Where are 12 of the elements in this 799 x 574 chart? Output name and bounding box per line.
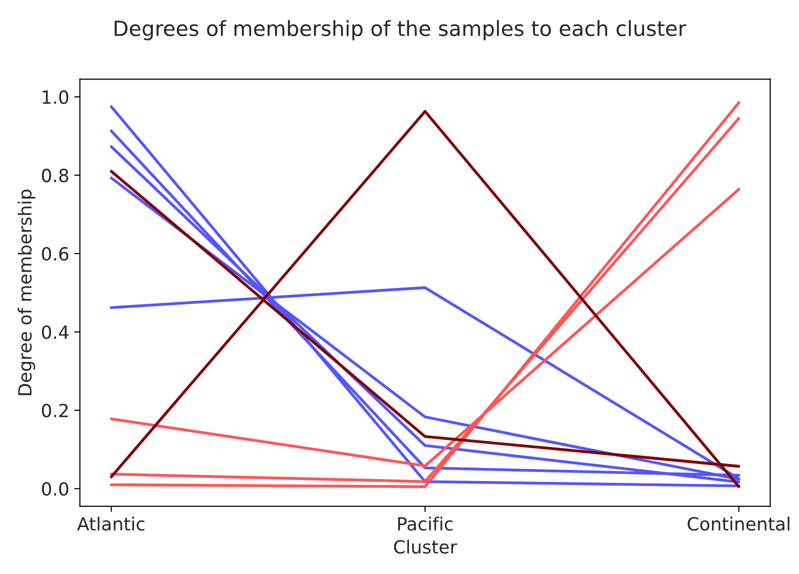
y-tick-label: 0.2	[42, 404, 68, 418]
y-tick-label: 1.0	[42, 90, 68, 104]
y-tick-label: 0.0	[42, 482, 68, 496]
x-tick-label: Continental	[688, 516, 790, 531]
x-axis-title: Cluster	[394, 540, 458, 554]
chart-title: Degrees of membership of the samples to each cluster	[114, 20, 686, 40]
x-tick-label: Atlantic	[77, 516, 144, 531]
x-tick-label: Pacific	[398, 516, 453, 531]
y-axis-title: Degree of membership	[18, 190, 36, 396]
y-tick-label: 0.8	[42, 168, 68, 182]
y-tick-label: 0.4	[42, 325, 68, 340]
y-tick-label: 0.6	[42, 247, 68, 261]
